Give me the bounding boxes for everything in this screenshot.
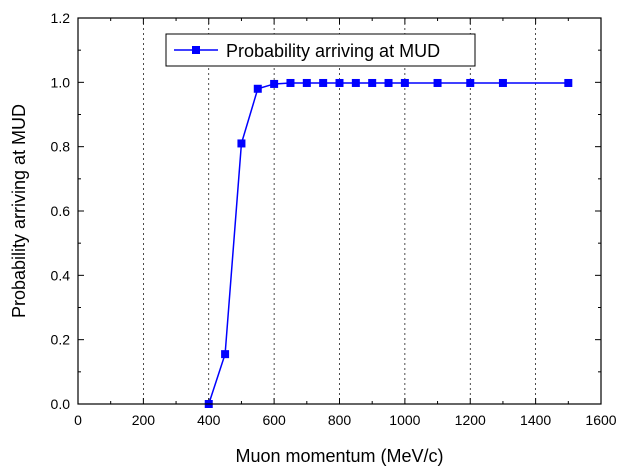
y-tick-label: 0.4 [51, 267, 71, 283]
data-point-marker [286, 78, 295, 87]
y-tick-label: 0.2 [51, 332, 71, 348]
y-tick-label: 0.8 [51, 139, 71, 155]
y-tick-label: 1.0 [51, 74, 71, 90]
data-point-marker [466, 78, 475, 87]
x-tick-label: 1000 [389, 412, 420, 428]
y-tick-label: 1.2 [51, 10, 71, 26]
minor-ticks [78, 18, 601, 404]
x-tick-label: 400 [197, 412, 221, 428]
x-tick-label: 1600 [585, 412, 616, 428]
x-tick-label: 800 [328, 412, 352, 428]
major-ticks [77, 17, 602, 405]
legend-label: Probability arriving at MUD [226, 41, 440, 61]
data-point-marker [351, 78, 360, 87]
x-tick-label: 1400 [520, 412, 551, 428]
series-line [208, 82, 569, 405]
legend: Probability arriving at MUD [165, 33, 476, 67]
x-axis-title: Muon momentum (MeV/c) [235, 446, 443, 466]
data-point-marker [221, 350, 230, 359]
x-tick-label: 0 [74, 412, 82, 428]
plot-frame [77, 17, 602, 405]
data-point-marker [253, 84, 262, 93]
x-tick-label: 1200 [455, 412, 486, 428]
data-point-marker [368, 78, 377, 87]
data-point-marker [564, 78, 573, 87]
data-point-marker [237, 139, 246, 148]
series-layer [204, 78, 573, 408]
legend-marker [192, 46, 200, 54]
data-point-marker [384, 78, 393, 87]
data-point-marker [270, 79, 279, 88]
data-point-marker [335, 78, 344, 87]
x-tick-label: 200 [132, 412, 156, 428]
data-point-marker [302, 78, 311, 87]
gridlines [143, 18, 536, 404]
data-point-marker [319, 78, 328, 87]
x-tick-label: 600 [262, 412, 286, 428]
y-axis-title: Probability arriving at MUD [9, 104, 29, 318]
data-point-marker [498, 78, 507, 87]
data-point-marker [433, 78, 442, 87]
x-tick-labels: 0 200 400 600 800 1000 1200 1400 1600 [74, 412, 617, 428]
y-tick-labels: 0.0 0.2 0.4 0.6 0.8 1.0 1.2 [51, 10, 71, 412]
y-tick-label: 0.6 [51, 203, 71, 219]
y-tick-label: 0.0 [51, 396, 71, 412]
data-point-marker [400, 78, 409, 87]
